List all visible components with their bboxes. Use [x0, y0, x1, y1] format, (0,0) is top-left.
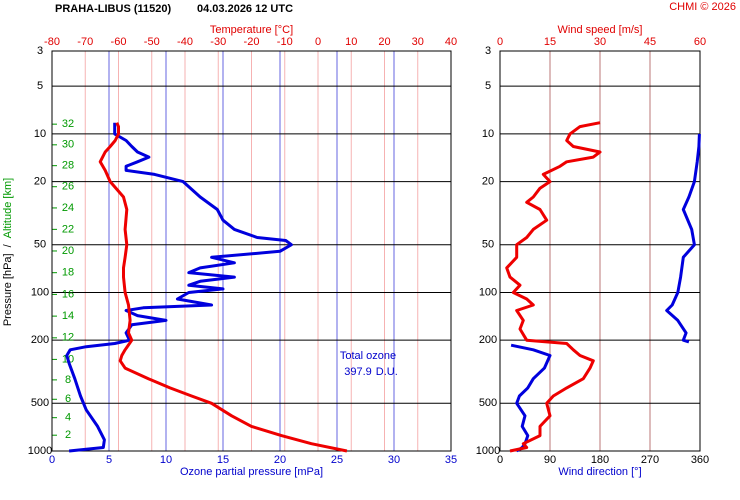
- y-tick-label: 10: [482, 128, 494, 140]
- x-tick-label: 5: [106, 454, 112, 466]
- x-tick-label: 180: [591, 454, 609, 466]
- altitude-tick-label: 18: [62, 267, 74, 279]
- x-tick-label: 360: [691, 454, 709, 466]
- y-tick-label: 1000: [476, 445, 500, 457]
- total-ozone-unit: D.U.: [376, 366, 398, 378]
- y-tick-label: 50: [34, 239, 46, 251]
- x-tick-label: 0: [497, 454, 503, 466]
- plot-frame: [499, 50, 701, 452]
- x2-tick-label: -20: [244, 36, 260, 48]
- altitude-tick-label: 16: [62, 288, 74, 300]
- station: PRAHA-LIBUS (11520): [55, 3, 171, 15]
- x2-tick-label: 0: [315, 36, 321, 48]
- y-tick-label: 1000: [28, 445, 52, 457]
- y-tick-label: 20: [34, 176, 46, 188]
- y-tick-label: 10: [34, 128, 46, 140]
- annotation-title: Total ozone: [340, 350, 396, 362]
- x2-tick-label: -50: [144, 36, 160, 48]
- x-tick-label: 270: [641, 454, 659, 466]
- altitude-tick-label: 8: [65, 374, 71, 386]
- x2-axis-title: Wind speed [m/s]: [558, 24, 643, 36]
- time: 04.03.2026 12 UTC: [197, 3, 293, 15]
- x2-tick-label: 10: [345, 36, 357, 48]
- y-tick-label: 5: [37, 80, 43, 92]
- y-axis-title-pressure: Pressure [hPa]: [2, 253, 14, 326]
- y-axis-title: Pressure [hPa] / Altitude [km]: [2, 178, 14, 326]
- x-axis-title: Ozone partial pressure [mPa]: [180, 466, 323, 478]
- x2-tick-label: -60: [111, 36, 127, 48]
- x-tick-label: 15: [217, 454, 229, 466]
- x2-tick-label: 30: [412, 36, 424, 48]
- x-tick-label: 10: [160, 454, 172, 466]
- y-tick-label: 3: [485, 45, 491, 57]
- y-axis-title-altitude: Altitude [km]: [2, 178, 14, 239]
- altitude-tick-label: 14: [62, 310, 74, 322]
- x2-tick-label: 20: [378, 36, 390, 48]
- profile-line: [505, 121, 602, 453]
- x-tick-label: 20: [274, 454, 286, 466]
- annotation-value: 397.9 D.U.: [344, 366, 398, 378]
- altitude-tick-label: 6: [65, 393, 71, 405]
- x2-tick-label: -40: [177, 36, 193, 48]
- y-tick-label: 50: [482, 239, 494, 251]
- x-tick-label: 35: [445, 454, 457, 466]
- y-tick-label: 3: [37, 45, 43, 57]
- altitude-tick-label: 28: [62, 160, 74, 172]
- altitude-tick-label: 4: [65, 412, 71, 424]
- y-tick-label: 100: [479, 286, 497, 298]
- x-tick-label: 90: [544, 454, 556, 466]
- x-tick-label: 25: [331, 454, 343, 466]
- x2-tick-label: -30: [210, 36, 226, 48]
- y-tick-label: 500: [479, 397, 497, 409]
- altitude-tick-label: 20: [62, 245, 74, 257]
- x2-tick-label: 60: [694, 36, 706, 48]
- x2-tick-label: -70: [77, 36, 93, 48]
- x-tick-label: 0: [49, 454, 55, 466]
- y-tick-label: 500: [31, 397, 49, 409]
- y-tick-label: 200: [31, 334, 49, 346]
- y-tick-label: 5: [485, 80, 491, 92]
- altitude-tick-label: 30: [62, 139, 74, 151]
- x-axis-title: Wind direction [°]: [558, 466, 641, 478]
- x2-tick-label: 30: [594, 36, 606, 48]
- x2-tick-label: -80: [44, 36, 60, 48]
- y-tick-label: 100: [31, 286, 49, 298]
- total-ozone-value: 397.9: [344, 366, 372, 378]
- x2-tick-label: 40: [445, 36, 457, 48]
- y-tick-label: 20: [482, 176, 494, 188]
- y-axis-title-separator: /: [2, 243, 14, 247]
- y-tick-label: 200: [479, 334, 497, 346]
- x2-tick-label: 0: [497, 36, 503, 48]
- x2-axis-title: Temperature [°C]: [210, 24, 293, 36]
- altitude-tick-label: 2: [65, 429, 71, 441]
- altitude-tick-label: 22: [62, 223, 74, 235]
- x2-tick-label: 15: [544, 36, 556, 48]
- altitude-tick-label: 12: [62, 332, 74, 344]
- x-tick-label: 30: [388, 454, 400, 466]
- altitude-tick-label: 26: [62, 181, 74, 193]
- x2-tick-label: -10: [277, 36, 293, 48]
- credit: CHMI © 2026: [669, 1, 736, 13]
- plot-frame: [51, 50, 452, 452]
- x2-tick-label: 45: [644, 36, 656, 48]
- altitude-tick-label: 24: [62, 202, 74, 214]
- profile-line: [65, 122, 293, 453]
- profile-line: [98, 122, 348, 453]
- altitude-tick-label: 32: [62, 118, 74, 130]
